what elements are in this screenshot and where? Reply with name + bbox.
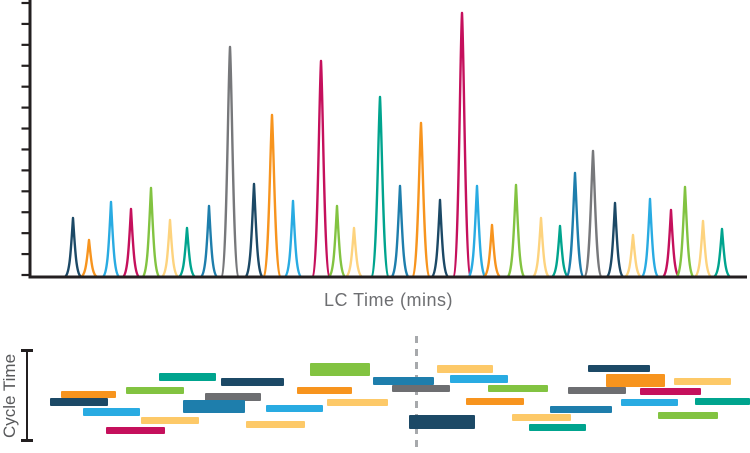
cycle-window-bar: [512, 414, 571, 421]
cycle-window-bar: [159, 373, 216, 381]
cycle-window-bar: [221, 378, 284, 386]
cycle-window-bar: [695, 398, 750, 405]
cycle-window-bar: [606, 374, 665, 387]
chromatogram-peak: [343, 226, 365, 279]
cycle-window-bar: [126, 387, 184, 394]
cycle-window-bar: [61, 391, 116, 398]
chromatogram-peak: [622, 233, 644, 279]
chromatogram-peak: [369, 95, 391, 279]
chromatogram-peak: [451, 11, 473, 279]
chromatogram-peak: [219, 45, 241, 279]
cycle-window-bar: [437, 365, 493, 373]
chromatogram-peak: [481, 223, 503, 279]
chromatogram-peak: [674, 185, 696, 279]
cycle-window-bar: [529, 424, 586, 431]
chromatogram-peak: [100, 200, 122, 279]
bracket-top-cap: [21, 349, 33, 352]
cycle-window-bar: [588, 365, 650, 372]
chromatogram-peak: [326, 204, 348, 279]
chromatogram-peak: [62, 216, 84, 279]
cycle-window-bar: [246, 421, 305, 428]
cycle-window-bar: [373, 377, 434, 385]
chromatogram-peak: [564, 171, 586, 279]
cycle-window-bar: [640, 388, 701, 395]
cycle-window-bar: [141, 417, 199, 424]
cycle-time-bracket: [25, 350, 29, 441]
chromatogram-peak: [660, 208, 682, 279]
chromatogram-peak: [282, 199, 304, 279]
chromatogram-plot: [21, 0, 747, 279]
chromatogram-peak: [429, 198, 451, 279]
cycle-window-bar: [550, 406, 612, 413]
cycle-window-bar: [327, 399, 388, 406]
cycle-window-bar: [409, 415, 475, 429]
chromatogram-peak: [176, 226, 198, 279]
cycle-window-bar: [568, 387, 626, 394]
chromatogram-peak: [582, 149, 604, 279]
chromatogram-peak: [120, 207, 142, 279]
cycle-window-bar: [392, 385, 450, 392]
cycle-window-bar: [674, 378, 731, 385]
chromatogram-peak: [243, 182, 265, 279]
chromatogram-peak: [410, 121, 432, 279]
cycle-window-bar: [297, 387, 352, 394]
chromatogram-peak: [530, 216, 552, 279]
chromatogram-peak: [549, 224, 571, 279]
cycle-window-bar: [488, 385, 548, 392]
chromatogram-peak: [78, 238, 100, 279]
chromatogram-peak: [159, 218, 181, 279]
chromatogram-peak: [261, 113, 283, 279]
bracket-bottom-cap: [21, 439, 33, 442]
current-cycle-dashed-line: [415, 336, 418, 453]
chromatogram-peak: [310, 59, 332, 279]
chromatogram-peak: [198, 204, 220, 279]
cycle-window-bar: [183, 400, 245, 413]
cycle-window-bar: [266, 405, 323, 412]
cycle-window-bar: [658, 412, 718, 419]
cycle-window-bar: [450, 375, 508, 383]
cycle-window-bar: [50, 398, 108, 406]
chromatogram-peak: [692, 219, 714, 279]
cycle-time-axis-label: Cycle Time: [0, 353, 19, 439]
chromatogram-peak: [711, 227, 733, 279]
cycle-window-bar: [106, 427, 165, 434]
cycle-window-bar: [205, 393, 261, 401]
chromatogram-peak: [140, 186, 162, 279]
cycle-window-bar: [310, 363, 370, 376]
lc-time-axis-label: LC Time (mins): [323, 290, 453, 310]
chromatogram-peak: [604, 201, 626, 279]
cycle-window-bar: [83, 408, 140, 416]
cycle-window-bar: [621, 399, 678, 406]
chromatogram-peak: [639, 197, 661, 279]
cycle-window-bar: [466, 398, 524, 405]
chromatogram-peak: [389, 184, 411, 279]
chromatogram-peak: [466, 184, 488, 279]
chromatogram-peak: [505, 183, 527, 279]
